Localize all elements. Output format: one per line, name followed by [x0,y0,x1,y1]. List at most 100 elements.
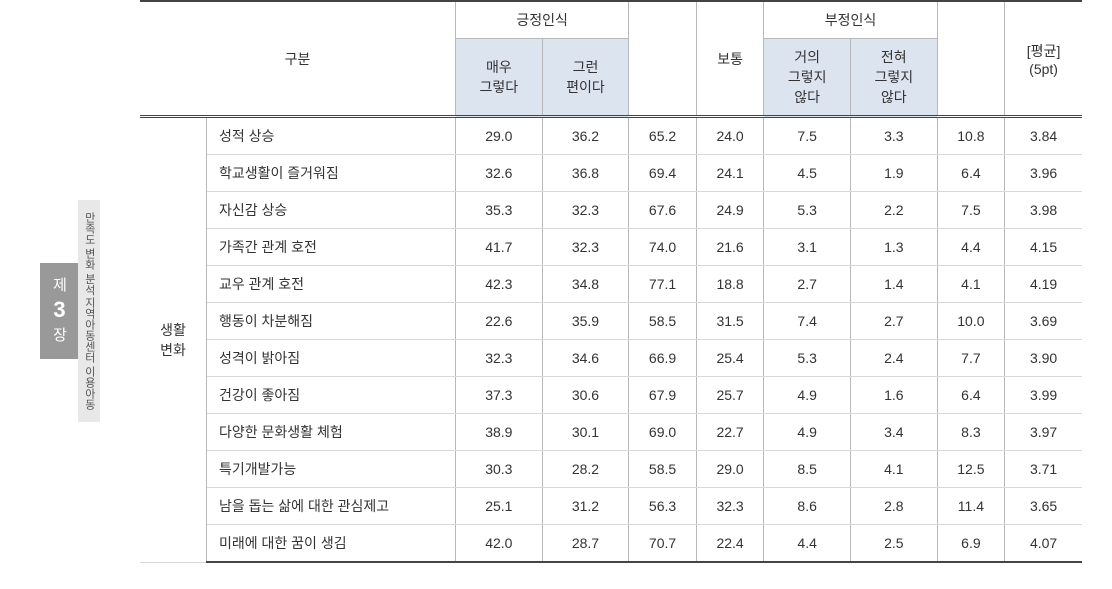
chapter-subtitle-line2: 만족도 변화 분석 [82,212,96,295]
header-neg-b: 전혀 그렇지 않다 [850,39,937,117]
cell-avg: 3.65 [1005,488,1082,525]
cell-neg-a: 4.4 [764,525,851,563]
cell-pos-sum: 67.9 [629,377,697,414]
cell-normal: 24.9 [696,192,764,229]
header-normal: 보통 [696,1,764,117]
cell-neg-a: 5.3 [764,192,851,229]
cell-neg-b: 4.1 [850,451,937,488]
cell-avg: 3.90 [1005,340,1082,377]
cell-neg-b: 1.9 [850,155,937,192]
cell-neg-a: 8.5 [764,451,851,488]
row-label: 가족간 관계 호전 [207,229,456,266]
cell-pos-b: 30.6 [542,377,629,414]
table-row: 행동이 차분해짐22.635.958.531.57.42.710.03.69 [140,303,1082,340]
header-positive-group: 긍정인식 [456,1,629,39]
table-row: 건강이 좋아짐37.330.667.925.74.91.66.43.99 [140,377,1082,414]
cell-neg-sum: 4.4 [937,229,1005,266]
cell-pos-a: 30.3 [456,451,543,488]
cell-pos-a: 32.3 [456,340,543,377]
table-row: 가족간 관계 호전41.732.374.021.63.11.34.44.15 [140,229,1082,266]
cell-pos-sum: 66.9 [629,340,697,377]
row-label: 건강이 좋아짐 [207,377,456,414]
cell-normal: 24.0 [696,117,764,155]
cell-pos-b: 28.2 [542,451,629,488]
cell-pos-a: 38.9 [456,414,543,451]
cell-neg-b: 2.8 [850,488,937,525]
header-average: [평균] (5pt) [1005,1,1082,117]
cell-pos-a: 32.6 [456,155,543,192]
cell-avg: 3.99 [1005,377,1082,414]
row-label: 교우 관계 호전 [207,266,456,303]
chapter-suffix: 장 [49,327,70,345]
cell-pos-sum: 74.0 [629,229,697,266]
table-row: 다양한 문화생활 체험38.930.169.022.74.93.48.33.97 [140,414,1082,451]
cell-neg-a: 7.5 [764,117,851,155]
cell-neg-a: 4.9 [764,377,851,414]
cell-avg: 3.84 [1005,117,1082,155]
cell-pos-a: 29.0 [456,117,543,155]
header-pos-a: 매우 그렇다 [456,39,543,117]
cell-neg-sum: 7.7 [937,340,1005,377]
cell-pos-sum: 69.0 [629,414,697,451]
cell-avg: 3.96 [1005,155,1082,192]
cell-neg-a: 2.7 [764,266,851,303]
cell-neg-sum: 11.4 [937,488,1005,525]
life-change-table: 구분 긍정인식 보통 부정인식 [평균] (5pt) 매우 그렇다 그런 편이다… [140,0,1082,563]
cell-avg: 3.98 [1005,192,1082,229]
chapter-subtitle-line1: 지역아동센터 이용아동 [82,297,96,410]
cell-pos-sum: 70.7 [629,525,697,563]
cell-pos-b: 34.8 [542,266,629,303]
table-row: 남을 돕는 삶에 대한 관심제고25.131.256.332.38.62.811… [140,488,1082,525]
cell-neg-a: 7.4 [764,303,851,340]
cell-pos-sum: 56.3 [629,488,697,525]
table-row: 특기개발가능30.328.258.529.08.54.112.53.71 [140,451,1082,488]
table-row: 학교생활이 즐거워짐32.636.869.424.14.51.96.43.96 [140,155,1082,192]
cell-normal: 25.4 [696,340,764,377]
cell-neg-sum: 4.1 [937,266,1005,303]
cell-pos-a: 25.1 [456,488,543,525]
cell-neg-b: 1.3 [850,229,937,266]
cell-pos-a: 41.7 [456,229,543,266]
header-pos-b: 그런 편이다 [542,39,629,117]
cell-normal: 31.5 [696,303,764,340]
row-label: 특기개발가능 [207,451,456,488]
cell-pos-b: 34.6 [542,340,629,377]
cell-neg-b: 2.7 [850,303,937,340]
cell-pos-b: 28.7 [542,525,629,563]
table-row: 자신감 상승35.332.367.624.95.32.27.53.98 [140,192,1082,229]
cell-pos-b: 36.2 [542,117,629,155]
cell-pos-b: 30.1 [542,414,629,451]
cell-avg: 3.71 [1005,451,1082,488]
cell-pos-b: 32.3 [542,192,629,229]
cell-normal: 24.1 [696,155,764,192]
cell-neg-a: 4.5 [764,155,851,192]
cell-pos-a: 22.6 [456,303,543,340]
cell-normal: 25.7 [696,377,764,414]
cell-neg-a: 8.6 [764,488,851,525]
side-chapter-tab: 제 3 장 만족도 변화 분석 지역아동센터 이용아동 [40,200,100,422]
cell-normal: 18.8 [696,266,764,303]
header-neg-a: 거의 그렇지 않다 [764,39,851,117]
cell-pos-b: 35.9 [542,303,629,340]
row-label: 남을 돕는 삶에 대한 관심제고 [207,488,456,525]
cell-avg: 4.19 [1005,266,1082,303]
cell-pos-a: 35.3 [456,192,543,229]
cell-normal: 22.4 [696,525,764,563]
cell-neg-a: 5.3 [764,340,851,377]
table-row: 미래에 대한 꿈이 생김42.028.770.722.44.42.56.94.0… [140,525,1082,563]
cell-normal: 29.0 [696,451,764,488]
cell-neg-sum: 8.3 [937,414,1005,451]
cell-pos-sum: 77.1 [629,266,697,303]
cell-neg-sum: 10.0 [937,303,1005,340]
cell-neg-sum: 7.5 [937,192,1005,229]
row-label: 학교생활이 즐거워짐 [207,155,456,192]
cell-pos-b: 32.3 [542,229,629,266]
cell-pos-sum: 65.2 [629,117,697,155]
row-label: 행동이 차분해짐 [207,303,456,340]
cell-neg-b: 2.4 [850,340,937,377]
cell-avg: 4.15 [1005,229,1082,266]
row-label: 미래에 대한 꿈이 생김 [207,525,456,563]
cell-neg-a: 3.1 [764,229,851,266]
cell-neg-b: 1.4 [850,266,937,303]
row-label: 성적 상승 [207,117,456,155]
